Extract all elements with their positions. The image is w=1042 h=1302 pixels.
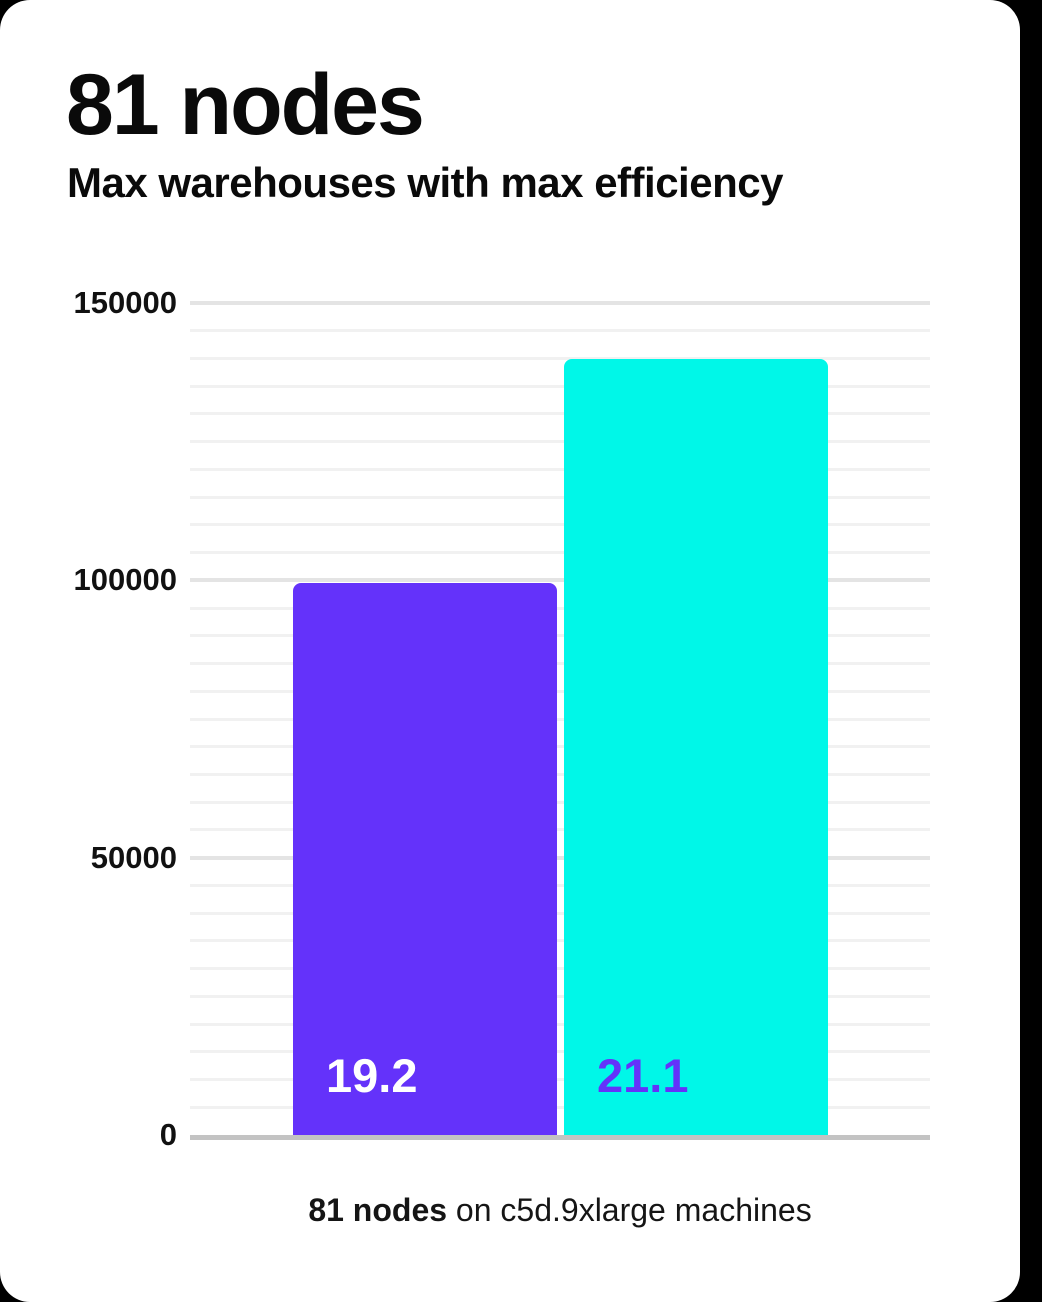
caption-bold-text: 81 nodes bbox=[308, 1192, 448, 1228]
gridline-minor bbox=[190, 967, 930, 971]
gridline-minor bbox=[190, 329, 930, 333]
y-tick-label: 50000 bbox=[90, 839, 177, 875]
gridline-minor bbox=[190, 745, 930, 749]
chart-title: 81 nodes bbox=[66, 57, 425, 153]
gridline-minor bbox=[190, 689, 930, 693]
gridline-minor bbox=[190, 606, 930, 610]
bar-21.1: 21.1 bbox=[564, 358, 828, 1135]
gridline-minor bbox=[190, 1022, 930, 1026]
gridline-minor bbox=[190, 772, 930, 776]
gridline-minor bbox=[190, 551, 930, 555]
gridline-major bbox=[190, 855, 930, 860]
gridline-minor bbox=[190, 1050, 930, 1054]
gridline-minor bbox=[190, 662, 930, 666]
y-tick-label: 0 bbox=[159, 1117, 177, 1152]
x-axis-line bbox=[190, 1135, 930, 1140]
gridline-minor bbox=[190, 883, 930, 887]
gridline-minor bbox=[190, 800, 930, 804]
plot-area: 19.2 21.1 bbox=[190, 301, 930, 1135]
bar-value-label: 21.1 bbox=[597, 1049, 689, 1102]
gridline-minor bbox=[190, 828, 930, 832]
chart-card: 81 nodes Max warehouses with max efficie… bbox=[0, 0, 1020, 1302]
gridline-minor bbox=[190, 440, 930, 444]
gridline-minor bbox=[190, 356, 930, 360]
y-tick-label: 100000 bbox=[73, 562, 177, 598]
chart-subtitle: Max warehouses with max efficiency bbox=[67, 159, 783, 206]
gridline-minor bbox=[190, 717, 930, 721]
bar-19.2: 19.2 bbox=[293, 583, 557, 1135]
gridline-minor bbox=[190, 911, 930, 915]
chart-caption: 81 nodes on c5d.9xlarge machines bbox=[190, 1192, 930, 1229]
y-tick-label: 150000 bbox=[73, 285, 177, 320]
gridline-minor bbox=[190, 1105, 930, 1109]
gridline-major bbox=[190, 578, 930, 583]
gridline-minor bbox=[190, 467, 930, 471]
gridline-minor bbox=[190, 1078, 930, 1082]
gridline-minor bbox=[190, 634, 930, 638]
gridline-minor bbox=[190, 939, 930, 943]
gridline-minor bbox=[190, 523, 930, 527]
gridline-minor bbox=[190, 495, 930, 499]
gridline-minor bbox=[190, 412, 930, 416]
bar-value-label: 19.2 bbox=[326, 1049, 418, 1102]
gridline-minor bbox=[190, 384, 930, 388]
gridline-major bbox=[190, 301, 930, 305]
gridline-minor bbox=[190, 994, 930, 998]
caption-regular-text: on c5d.9xlarge machines bbox=[447, 1192, 812, 1228]
